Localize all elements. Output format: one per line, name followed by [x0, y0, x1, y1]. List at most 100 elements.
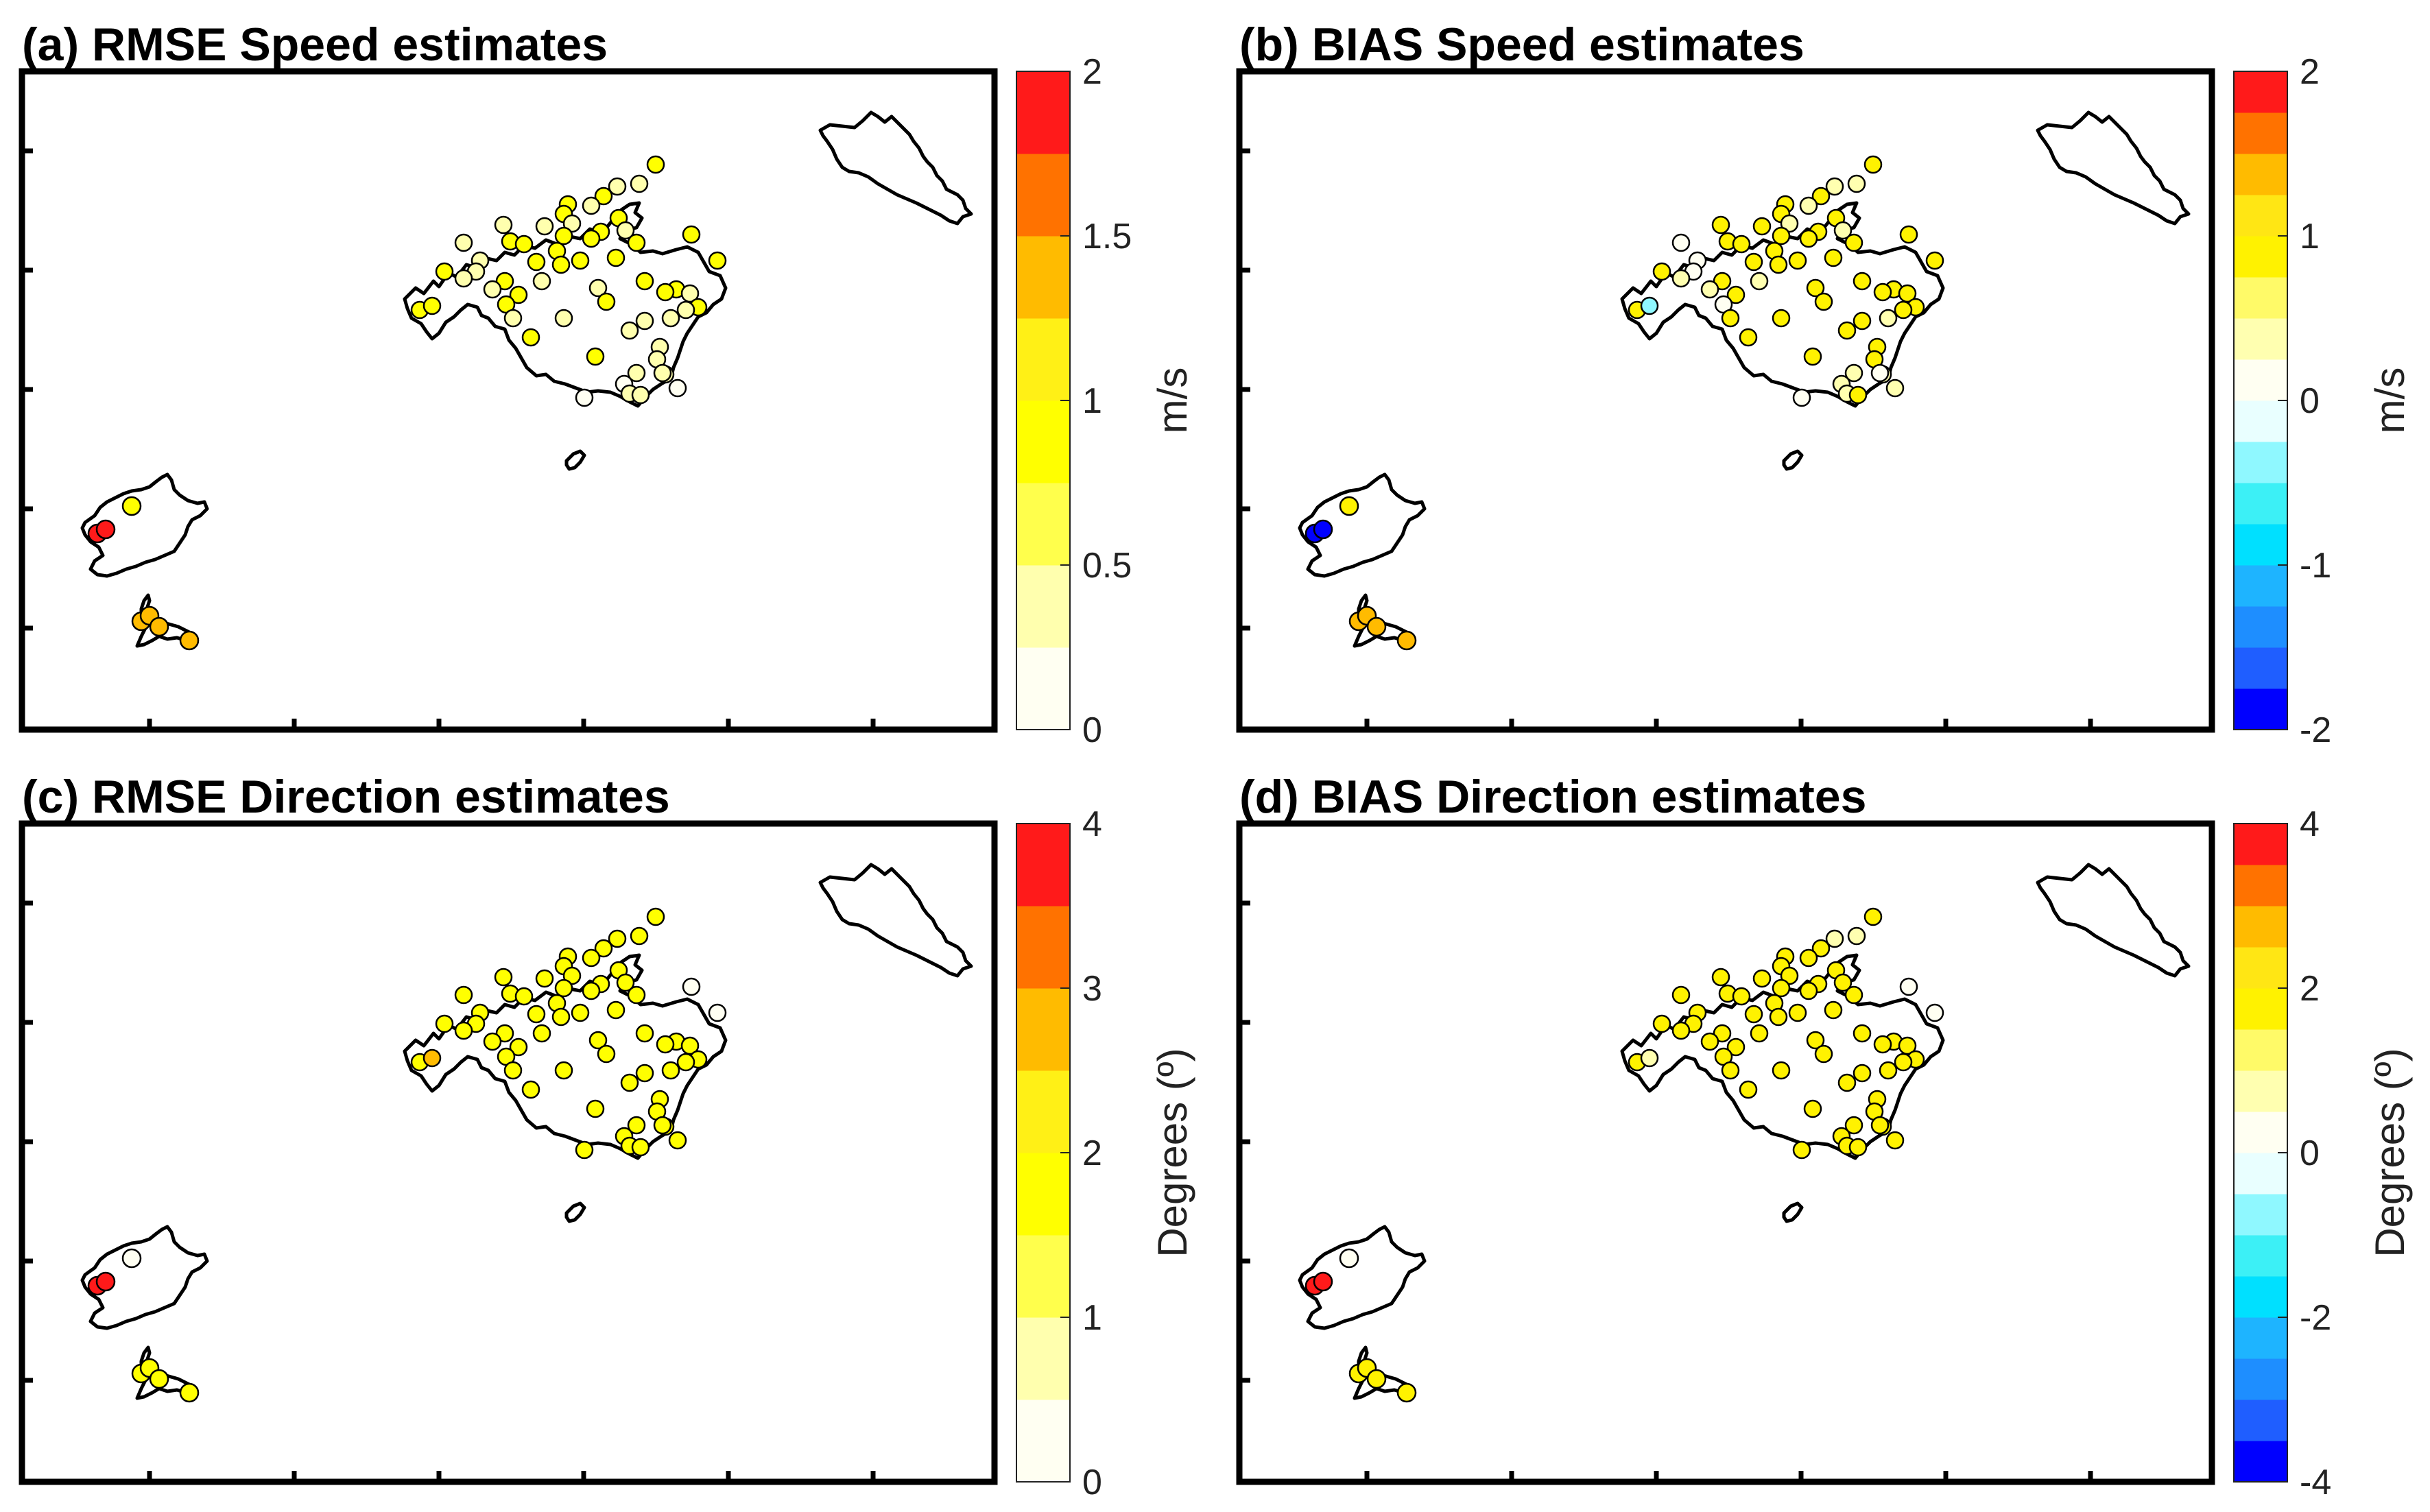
panel-title: (c) RMSE Direction estimates: [22, 771, 670, 823]
station-marker-formentera: [179, 1382, 200, 1403]
station-marker: [1772, 226, 1791, 245]
station-marker: [1752, 217, 1772, 236]
station-marker: [1750, 272, 1769, 291]
station-marker: [661, 309, 680, 328]
station-marker: [1671, 269, 1691, 288]
station-marker: [627, 1116, 646, 1135]
station-marker: [1780, 214, 1799, 233]
station-marker: [1814, 292, 1833, 311]
station-marker: [562, 214, 582, 233]
colorbar-tick-label: -4: [2300, 1463, 2331, 1502]
colorbar-tick-label: 2: [1082, 52, 1102, 92]
colorbar-level: [1016, 647, 1070, 730]
station-marker: [597, 1044, 616, 1064]
station-marker: [521, 328, 540, 347]
station-marker: [1847, 174, 1866, 193]
frame-ticks: [22, 900, 876, 1482]
station-marker: [616, 221, 635, 240]
station-marker: [1870, 1116, 1890, 1135]
station-marker: [575, 1140, 594, 1160]
colorbar-label: Degrees (º): [2367, 1048, 2413, 1257]
station-marker: [1853, 1024, 1872, 1043]
colorbar-level: [2234, 1194, 2287, 1236]
colorbar-tick-label: 3: [1082, 969, 1102, 1009]
station-marker: [606, 248, 626, 267]
station-marker: [514, 235, 534, 254]
colorbar: 0 0.5 1 1.5 2 m/s: [1016, 52, 1195, 750]
station-marker-formentera: [1396, 1382, 1417, 1403]
station-marker: [532, 1024, 551, 1043]
station-marker: [551, 255, 571, 274]
station-markers: [87, 907, 727, 1403]
panel-title: (b) BIAS Speed estimates: [1239, 19, 1804, 71]
colorbar-tick-label: 0: [2300, 1133, 2320, 1173]
coastline-cabrera: [564, 449, 586, 471]
colorbar-level: [2234, 1317, 2287, 1359]
colorbar-level: [2234, 359, 2287, 401]
colorbar-level: [2234, 400, 2287, 442]
station-marker: [1853, 1064, 1872, 1083]
station-marker: [1863, 155, 1883, 174]
station-marker: [1713, 1024, 1732, 1043]
colorbar-level: [1016, 400, 1070, 483]
station-marker: [630, 174, 649, 193]
station-marker: [1739, 1080, 1758, 1099]
colorbar-level: [2234, 524, 2287, 566]
station-marker: [680, 284, 700, 303]
station-marker: [554, 226, 573, 245]
station-marker: [1744, 252, 1763, 272]
map-frame: [1236, 820, 2215, 1485]
station-marker: [1898, 284, 1917, 303]
station-marker-ibiza: [121, 496, 142, 516]
colorbar-level: [2234, 1112, 2287, 1153]
station-marker: [635, 1064, 654, 1083]
station-marker: [1833, 221, 1853, 240]
station-marker: [535, 217, 554, 236]
station-marker: [1894, 1053, 1913, 1072]
station-marker: [571, 1003, 590, 1022]
station-marker: [1844, 985, 1863, 1005]
coastline-group: [1298, 110, 2191, 648]
station-marker: [1671, 985, 1691, 1005]
station-marker: [1788, 1003, 1807, 1022]
station-marker: [582, 981, 601, 1000]
station-marker: [1803, 1099, 1822, 1118]
station-marker: [1824, 1000, 1843, 1020]
station-marker: [588, 278, 608, 298]
station-marker-formentera: [179, 630, 200, 651]
colorbar-level: [1016, 71, 1070, 154]
station-marker: [676, 1053, 695, 1072]
station-marker: [1844, 1116, 1863, 1135]
station-marker: [454, 233, 473, 252]
station-marker: [661, 1061, 680, 1080]
coastline-ibiza: [80, 472, 209, 578]
station-marker: [627, 985, 646, 1005]
station-marker: [646, 155, 665, 174]
station-marker: [509, 285, 528, 304]
station-marker: [503, 309, 523, 328]
station-marker: [575, 388, 594, 407]
station-marker: [1700, 1032, 1719, 1051]
colorbar-tick-label: -1: [2300, 546, 2331, 586]
colorbar-level: [2234, 824, 2287, 865]
station-marker: [1750, 1024, 1769, 1043]
station-marker: [1780, 966, 1799, 985]
colorbar-label: m/s: [1150, 368, 1195, 434]
station-marker: [1837, 1073, 1857, 1092]
station-marker: [1899, 225, 1918, 244]
coastline-mallorca: [403, 201, 728, 408]
colorbar-level: [2234, 154, 2287, 195]
station-marker: [708, 1003, 727, 1022]
colorbar-level: [2234, 1276, 2287, 1318]
station-marker-ibiza: [1339, 496, 1359, 516]
station-marker-formentera: [1366, 1369, 1387, 1389]
station-marker: [535, 969, 554, 988]
station-marker: [435, 1014, 454, 1033]
colorbar-level: [2234, 865, 2287, 907]
station-marker: [594, 939, 613, 958]
station-marker: [680, 1036, 700, 1055]
station-marker: [1769, 255, 1788, 274]
station-marker: [635, 311, 654, 331]
colorbar-level: [2234, 442, 2287, 483]
station-marker: [582, 948, 601, 968]
